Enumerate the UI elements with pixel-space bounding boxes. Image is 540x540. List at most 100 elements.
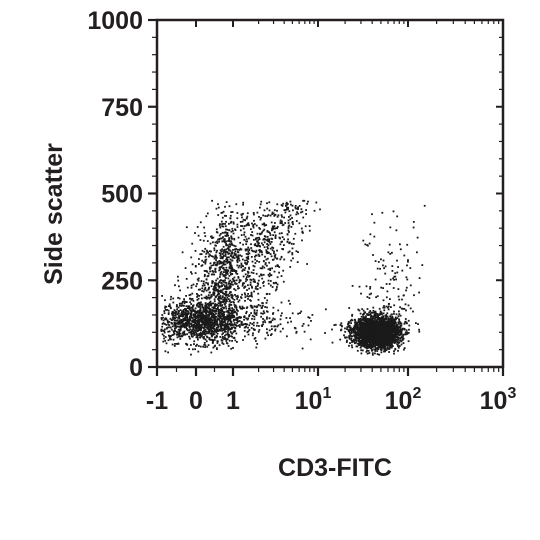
scatter-point	[220, 339, 223, 341]
scatter-point	[269, 267, 272, 270]
scatter-point	[303, 330, 306, 333]
scatter-point	[244, 267, 247, 269]
scatter-point	[219, 260, 222, 263]
scatter-point	[356, 322, 359, 324]
scatter-point	[205, 270, 208, 272]
scatter-point	[224, 276, 227, 279]
scatter-point	[234, 250, 237, 253]
scatter-point	[408, 324, 411, 327]
scatter-point	[197, 302, 199, 305]
scatter-point	[214, 305, 216, 308]
scatter-point	[356, 334, 359, 337]
scatter-point	[297, 206, 299, 209]
scatter-point	[189, 315, 191, 318]
scatter-point	[218, 300, 221, 303]
scatter-point	[274, 237, 277, 239]
scatter-point	[289, 200, 292, 203]
scatter-point	[203, 288, 206, 291]
scatter-point	[250, 247, 253, 249]
scatter-point	[252, 324, 255, 327]
scatter-point	[236, 248, 239, 251]
scatter-point	[174, 322, 177, 324]
scatter-point	[172, 301, 175, 304]
scatter-point	[196, 278, 199, 281]
scatter-point	[213, 298, 216, 301]
scatter-point	[236, 259, 238, 262]
scatter-point	[236, 341, 238, 343]
scatter-point	[236, 316, 239, 319]
scatter-point	[185, 316, 188, 319]
scatter-point	[236, 261, 239, 264]
scatter-point	[418, 328, 420, 331]
scatter-point	[233, 244, 236, 247]
scatter-point	[221, 262, 223, 264]
scatter-point	[199, 304, 201, 306]
scatter-point	[172, 312, 174, 314]
scatter-point	[266, 252, 269, 255]
scatter-point	[260, 312, 263, 315]
scatter-point	[280, 241, 283, 243]
scatter-point	[183, 298, 185, 300]
scatter-point	[243, 316, 245, 318]
scatter-point	[244, 273, 247, 276]
scatter-point	[385, 316, 387, 319]
scatter-point	[352, 327, 354, 330]
scatter-point	[360, 352, 363, 355]
scatter-point	[395, 328, 398, 331]
scatter-point	[230, 301, 232, 304]
scatter-point	[382, 319, 384, 321]
scatter-point	[240, 264, 243, 266]
scatter-point	[213, 329, 216, 332]
scatter-point	[384, 345, 387, 348]
scatter-point	[219, 223, 221, 225]
scatter-point	[225, 231, 227, 234]
scatter-point	[215, 257, 218, 259]
scatter-point	[233, 237, 236, 240]
scatter-point	[211, 326, 213, 329]
scatter-point	[268, 201, 271, 204]
scatter-point	[230, 273, 232, 276]
scatter-point	[266, 306, 268, 309]
scatter-point	[225, 260, 228, 263]
scatter-point	[262, 229, 265, 232]
scatter-point	[274, 255, 276, 257]
scatter-point	[240, 214, 243, 216]
scatter-point	[241, 293, 243, 296]
scatter-point	[249, 284, 252, 286]
scatter-point	[184, 267, 187, 269]
scatter-point	[302, 199, 304, 202]
scatter-point	[202, 290, 205, 293]
scatter-point	[242, 218, 245, 221]
scatter-point	[218, 315, 221, 318]
scatter-point	[177, 275, 179, 278]
scatter-point	[189, 337, 191, 340]
scatter-point	[215, 207, 218, 210]
scatter-point	[288, 210, 291, 213]
scatter-point	[228, 295, 230, 297]
scatter-point	[263, 209, 266, 212]
scatter-point	[234, 289, 237, 292]
scatter-point	[351, 319, 354, 322]
scatter-point	[370, 346, 372, 348]
scatter-point	[205, 335, 208, 338]
scatter-point	[174, 284, 176, 287]
scatter-point	[229, 265, 232, 268]
scatter-point	[227, 240, 229, 242]
scatter-point	[383, 344, 386, 346]
scatter-point	[210, 264, 213, 267]
scatter-point	[206, 314, 209, 316]
scatter-point	[214, 261, 216, 264]
scatter-point	[376, 320, 379, 322]
scatter-point	[373, 314, 376, 316]
scatter-point	[180, 302, 182, 305]
scatter-point	[388, 351, 390, 353]
scatter-point	[209, 268, 211, 270]
scatter-point	[215, 331, 218, 334]
scatter-point	[208, 304, 211, 307]
scatter-point	[284, 222, 287, 224]
scatter-point	[289, 302, 291, 305]
scatter-point	[265, 251, 268, 254]
scatter-point	[267, 214, 270, 216]
scatter-point	[397, 321, 400, 324]
scatter-point	[184, 321, 187, 324]
